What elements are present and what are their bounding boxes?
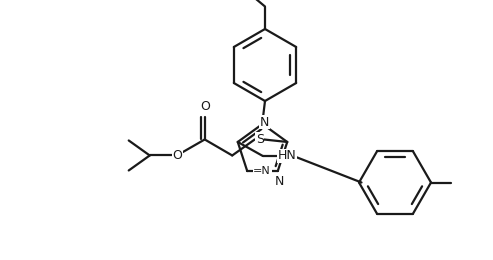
Text: O: O: [172, 149, 182, 162]
Text: HN: HN: [278, 150, 296, 162]
Text: N: N: [275, 175, 284, 188]
Text: O: O: [200, 100, 210, 113]
Text: N: N: [260, 115, 269, 128]
Text: S: S: [256, 133, 264, 146]
Text: =N: =N: [253, 166, 271, 176]
